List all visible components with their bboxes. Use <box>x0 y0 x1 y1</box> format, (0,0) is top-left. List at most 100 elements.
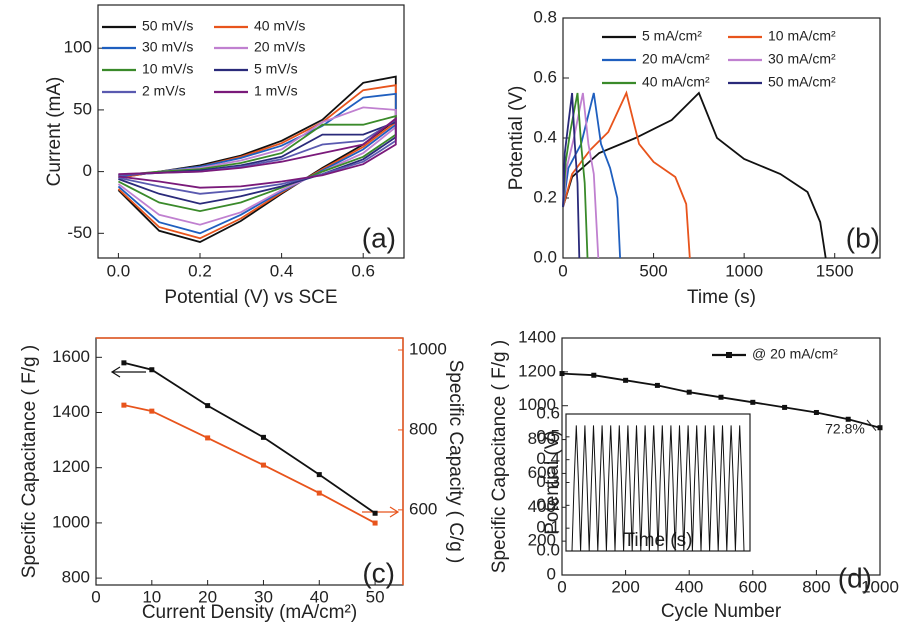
x-tick-label: 1000 <box>725 261 763 280</box>
x-tick-label: 10 <box>142 587 161 606</box>
legend-label: 30 mA/cm² <box>768 51 836 67</box>
marker <box>686 389 692 395</box>
panel-label: (b) <box>846 222 880 253</box>
panel-label: (a) <box>362 222 396 253</box>
series-line <box>562 92 621 259</box>
series-line <box>118 116 397 189</box>
x-tick-label: 0.6 <box>351 261 375 280</box>
x-tick-label: 600 <box>739 577 767 596</box>
y-tick-label: 0.2 <box>533 187 557 206</box>
y-tick-label: 1000 <box>52 512 90 531</box>
y-tick-label: 0 <box>83 161 92 180</box>
legend-marker <box>726 352 732 358</box>
y-tick-label: 0.2 <box>536 495 560 514</box>
x-tick-label: 0.2 <box>188 261 212 280</box>
marker <box>372 510 378 516</box>
marker <box>149 367 155 373</box>
x-tick-label: 40 <box>310 587 329 606</box>
panel: 0.0 0.2 0.4 0.6 0.8 0 500 1000 1500 Potential (V)… <box>506 7 881 308</box>
panel: -50 0 50 100 0.0 0.2 0.4 0.6 Current (mA) Potenti… <box>44 4 405 308</box>
series-line <box>571 425 745 552</box>
marker <box>205 403 211 409</box>
marker <box>260 462 266 468</box>
y-tick-label: 800 <box>528 429 556 448</box>
x-tick-label: 0.4 <box>270 261 294 280</box>
y-tick-label: 200 <box>528 531 556 550</box>
legend-label: 5 mA/cm² <box>642 28 702 44</box>
plot-frame <box>97 4 405 259</box>
y-tick-label: 1200 <box>518 361 556 380</box>
y-axis-label: Specific Capacitance ( F/g ) <box>489 340 510 573</box>
y-tick-label: 0.4 <box>533 127 557 146</box>
marker <box>782 404 788 410</box>
annotation: 72.8% <box>825 421 865 437</box>
marker <box>845 416 851 422</box>
marker <box>654 382 660 388</box>
x-tick-label: 0 <box>91 587 100 606</box>
marker <box>205 435 211 441</box>
marker <box>623 377 629 383</box>
legend-label: 50 mA/cm² <box>768 74 836 90</box>
series-line <box>123 361 376 514</box>
x-axis-label: Potential (V) vs SCE <box>164 287 337 308</box>
x-axis-label: Cycle Number <box>661 601 782 622</box>
marker <box>260 434 266 440</box>
x-tick-label: 50 <box>366 587 385 606</box>
y-tick-label: 0.0 <box>533 247 557 266</box>
y2-axis-label: Specific Capacity ( C/g ) <box>445 360 466 564</box>
legend-label: 30 mV/s <box>142 39 193 55</box>
marker <box>559 371 565 377</box>
y-tick-label: 1400 <box>518 327 556 346</box>
series-line <box>562 91 827 259</box>
plot-frame <box>561 337 881 576</box>
y-tick-label: -50 <box>67 223 92 242</box>
series-line <box>562 90 691 259</box>
y2-tick-label: 800 <box>409 419 437 438</box>
legend-label: 20 mA/cm² <box>642 51 710 67</box>
series-line <box>123 404 376 524</box>
marker <box>591 372 597 378</box>
y-tick-label: 600 <box>528 463 556 482</box>
y-tick-label: 1400 <box>52 402 90 421</box>
legend-label: 40 mV/s <box>254 18 305 34</box>
x-tick-label: 200 <box>611 577 639 596</box>
y-tick-label: 1000 <box>518 395 556 414</box>
y-tick-label: 1600 <box>52 347 90 366</box>
panel: 0 200 400 600 800 1000 1200 1400 0 200 400 600 800 10… <box>489 327 899 622</box>
x-tick-label: 0 <box>557 577 566 596</box>
y2-tick-label: 1000 <box>409 339 447 358</box>
y-tick-label: 0.1 <box>536 518 560 537</box>
marker <box>877 425 883 431</box>
y-tick-label: 100 <box>64 38 92 57</box>
y-axis-label: Current (mA) <box>44 77 65 187</box>
x-tick-label: 0.0 <box>107 261 131 280</box>
y-tick-label: 1200 <box>52 457 90 476</box>
marker <box>149 408 155 414</box>
y-axis-label: Potential (V) <box>542 430 563 535</box>
x-tick-label: 1500 <box>816 261 854 280</box>
x-tick-label: 400 <box>675 577 703 596</box>
legend-label: 2 mV/s <box>142 83 186 99</box>
y-tick-label: 0.6 <box>533 67 557 86</box>
x-tick-label: 800 <box>802 577 830 596</box>
marker <box>121 402 127 408</box>
panel: 800 1000 1200 1400 1600 0 10 20 30 40 50 600 800 1000… <box>19 337 466 623</box>
arrow <box>110 366 146 378</box>
marker <box>372 520 378 526</box>
annotation-arrow <box>866 419 877 432</box>
y-axis-label: Potential (V) <box>506 86 527 191</box>
x-tick-label: 0 <box>558 261 567 280</box>
panel-label: (d) <box>838 562 872 593</box>
marker <box>316 472 322 478</box>
marker <box>718 394 724 400</box>
y-tick-label: 0.3 <box>536 472 560 491</box>
legend-label: 5 mV/s <box>254 61 298 77</box>
legend-label: 10 mA/cm² <box>768 28 836 44</box>
legend-label: 50 mV/s <box>142 18 193 34</box>
y-tick-label: 0.6 <box>536 403 560 422</box>
series-line <box>562 92 581 259</box>
y-tick-label: 0.8 <box>533 7 557 26</box>
marker <box>750 399 756 405</box>
